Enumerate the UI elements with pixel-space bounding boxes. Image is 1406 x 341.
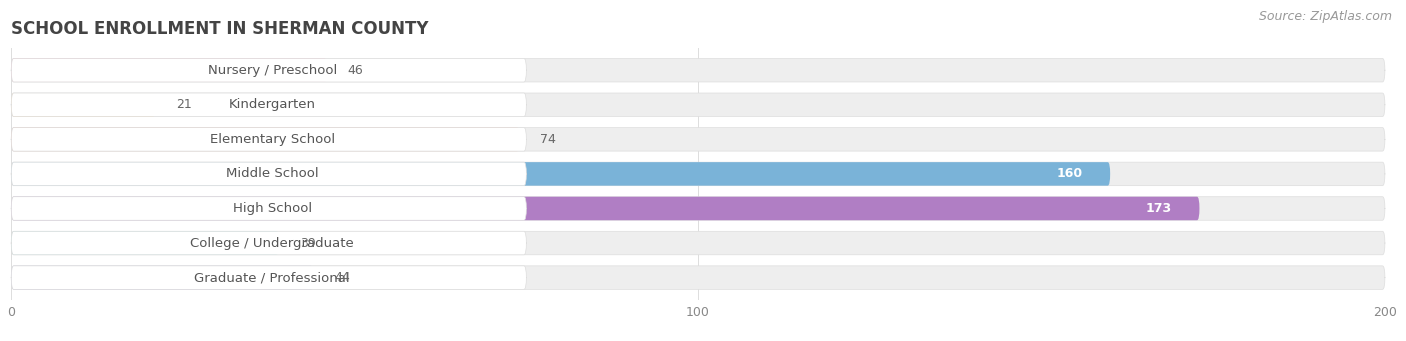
Text: 39: 39: [299, 237, 315, 250]
FancyBboxPatch shape: [11, 197, 1385, 220]
FancyBboxPatch shape: [11, 231, 280, 255]
Text: 44: 44: [335, 271, 350, 284]
FancyBboxPatch shape: [11, 58, 1385, 82]
FancyBboxPatch shape: [11, 162, 1385, 186]
FancyBboxPatch shape: [11, 93, 1385, 117]
Text: Nursery / Preschool: Nursery / Preschool: [208, 64, 337, 77]
FancyBboxPatch shape: [11, 231, 526, 255]
Text: SCHOOL ENROLLMENT IN SHERMAN COUNTY: SCHOOL ENROLLMENT IN SHERMAN COUNTY: [11, 20, 429, 38]
FancyBboxPatch shape: [11, 58, 526, 82]
Text: Kindergarten: Kindergarten: [229, 98, 316, 111]
FancyBboxPatch shape: [11, 162, 526, 186]
FancyBboxPatch shape: [11, 197, 526, 220]
FancyBboxPatch shape: [11, 266, 314, 290]
FancyBboxPatch shape: [11, 197, 1199, 220]
Text: 21: 21: [176, 98, 191, 111]
FancyBboxPatch shape: [11, 162, 1111, 186]
FancyBboxPatch shape: [11, 128, 1385, 151]
FancyBboxPatch shape: [11, 128, 519, 151]
Text: 46: 46: [347, 64, 364, 77]
FancyBboxPatch shape: [11, 93, 156, 117]
Text: College / Undergraduate: College / Undergraduate: [190, 237, 354, 250]
Text: 74: 74: [540, 133, 555, 146]
Text: High School: High School: [232, 202, 312, 215]
FancyBboxPatch shape: [11, 266, 526, 290]
Text: 173: 173: [1146, 202, 1173, 215]
Text: Source: ZipAtlas.com: Source: ZipAtlas.com: [1258, 10, 1392, 23]
FancyBboxPatch shape: [11, 128, 526, 151]
FancyBboxPatch shape: [11, 93, 526, 117]
Text: Graduate / Professional: Graduate / Professional: [194, 271, 350, 284]
FancyBboxPatch shape: [11, 58, 328, 82]
FancyBboxPatch shape: [11, 266, 1385, 290]
Text: Elementary School: Elementary School: [209, 133, 335, 146]
Text: Middle School: Middle School: [226, 167, 319, 180]
FancyBboxPatch shape: [11, 231, 1385, 255]
Text: 160: 160: [1056, 167, 1083, 180]
